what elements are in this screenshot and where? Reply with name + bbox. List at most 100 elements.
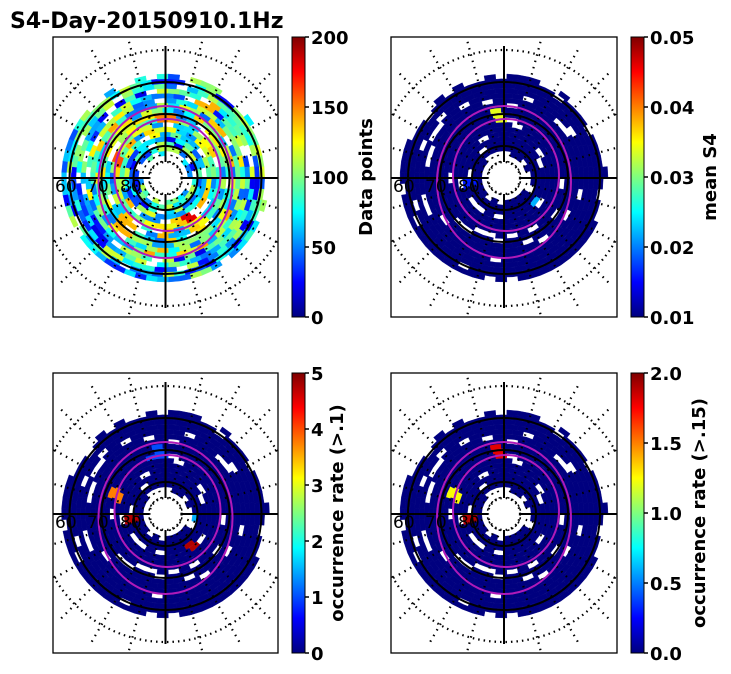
dotted-mlt-spoke — [511, 47, 580, 165]
colorbar-tick-label: 50 — [311, 238, 336, 259]
colorbar-tick-label: 2 — [311, 532, 324, 553]
heat-bin — [503, 602, 516, 609]
dotted-mlt-spoke — [58, 407, 155, 504]
heat-bin — [587, 513, 594, 526]
heat-bin — [156, 73, 169, 80]
heat-bin — [162, 242, 175, 249]
auroral-oval-contour-inner — [452, 454, 560, 568]
dotted-mlt-spoke — [391, 111, 491, 171]
heat-bin — [423, 139, 433, 153]
heat-bin — [500, 457, 513, 464]
colorbar-tick-label: 150 — [311, 98, 349, 119]
colorbar-tick-label: 1.0 — [650, 504, 682, 525]
heat-bin — [602, 502, 609, 515]
heat-bin — [165, 266, 178, 273]
panel-top-left: 60 70 80 0 50 100 150 200 Data points — [52, 28, 377, 329]
heat-bin — [165, 419, 178, 426]
dotted-mlt-spoke — [511, 383, 580, 501]
colorbar-tick-label: 0.0 — [650, 644, 682, 665]
heat-bin — [94, 429, 108, 442]
heat-bin — [500, 429, 513, 435]
dotted-mlt-spoke — [176, 524, 273, 621]
dotted-mlt-spoke — [178, 185, 278, 245]
heat-bin — [156, 612, 169, 619]
heat-bin — [528, 76, 541, 86]
dotted-mlt-spoke — [126, 373, 163, 499]
heat-bin — [156, 598, 169, 604]
heat-bin — [401, 530, 409, 543]
dotted-mlt-spoke — [53, 447, 153, 507]
heat-bin — [399, 160, 407, 173]
dotted-mlt-spoke — [517, 447, 617, 507]
lat-label: 60 — [55, 513, 77, 533]
colorbar: 0.01 0.02 0.03 0.04 0.05 mean S4 — [630, 28, 721, 329]
heat-bin — [495, 424, 508, 430]
heat-bin — [500, 93, 513, 99]
dotted-mlt-spoke — [178, 447, 278, 507]
colorbar-gradient — [291, 372, 306, 654]
dotted-mlt-spoke — [168, 373, 205, 499]
heat-bin — [506, 73, 519, 80]
heat-bin — [503, 126, 516, 133]
dotted-mlt-spoke — [517, 111, 617, 171]
lat-label: 60 — [393, 177, 415, 197]
heat-bin — [156, 583, 169, 590]
heat-bin — [168, 73, 181, 80]
dotted-mlt-spoke — [172, 383, 242, 501]
lat-label: 70 — [87, 177, 109, 197]
auroral-oval-contour-outer — [97, 105, 234, 259]
panel-bottom-right: 60 70 80 0.0 0.5 1.0 1.5 2.0 occurrence rate (>.… — [390, 364, 710, 665]
dotted-mlt-spoke — [397, 188, 494, 285]
heat-bin — [254, 177, 261, 190]
dotted-mlt-spoke — [89, 527, 159, 645]
heat-bin — [583, 177, 590, 190]
heat-bin — [85, 475, 95, 489]
heat-bin — [433, 429, 446, 442]
heat-bin — [401, 194, 409, 207]
heat-bin — [592, 177, 599, 190]
heat-bin — [156, 569, 169, 575]
heat-bin — [254, 513, 261, 526]
heat-bin — [587, 166, 594, 179]
lat-label: 80 — [458, 513, 480, 533]
heat-bin — [583, 502, 590, 515]
colorbar-tick-label: 4 — [311, 420, 324, 441]
heat-bin — [587, 502, 594, 515]
dotted-mlt-spoke — [465, 193, 501, 317]
figure-title: S4-Day-20150910.1Hz — [10, 9, 284, 34]
dotted-mlt-spoke — [507, 373, 543, 499]
heat-bin — [557, 426, 571, 438]
dotted-mlt-spoke — [176, 407, 273, 504]
heat-bin — [145, 410, 158, 417]
heat-bin — [403, 474, 413, 488]
auroral-oval-contour-inner — [452, 118, 560, 232]
heat-bin — [153, 223, 166, 230]
heat-bin — [165, 462, 178, 469]
heat-bin — [483, 410, 497, 417]
lat-label: 70 — [87, 513, 109, 533]
heat-bin — [592, 513, 599, 526]
colorbar-tick-label: 0 — [311, 308, 324, 329]
heat-bin — [191, 484, 202, 496]
heat-bin — [103, 87, 117, 99]
dotted-lat-circle — [148, 160, 183, 196]
heat-bin — [500, 242, 513, 249]
colorbar-tick-label: 0.03 — [650, 168, 694, 189]
heat-bin — [134, 75, 147, 84]
dotted-mlt-spoke — [465, 373, 501, 499]
dotted-mlt-spoke — [176, 188, 273, 285]
dotted-mlt-spoke — [507, 37, 543, 163]
heat-bin — [189, 76, 203, 86]
heat-bin — [162, 457, 175, 464]
heat-bin — [415, 529, 424, 543]
dotted-lat-circle — [486, 160, 522, 196]
heat-bin — [244, 513, 251, 526]
colorbar-gradient — [291, 36, 306, 318]
dotted-mlt-spoke — [172, 527, 242, 645]
heat-bin — [500, 121, 513, 128]
heat-bin — [529, 484, 541, 496]
colorbar-label: mean S4 — [700, 133, 721, 221]
colorbar-tick-label: 0.04 — [650, 98, 694, 119]
colorbar-tick-label: 5 — [311, 364, 324, 385]
